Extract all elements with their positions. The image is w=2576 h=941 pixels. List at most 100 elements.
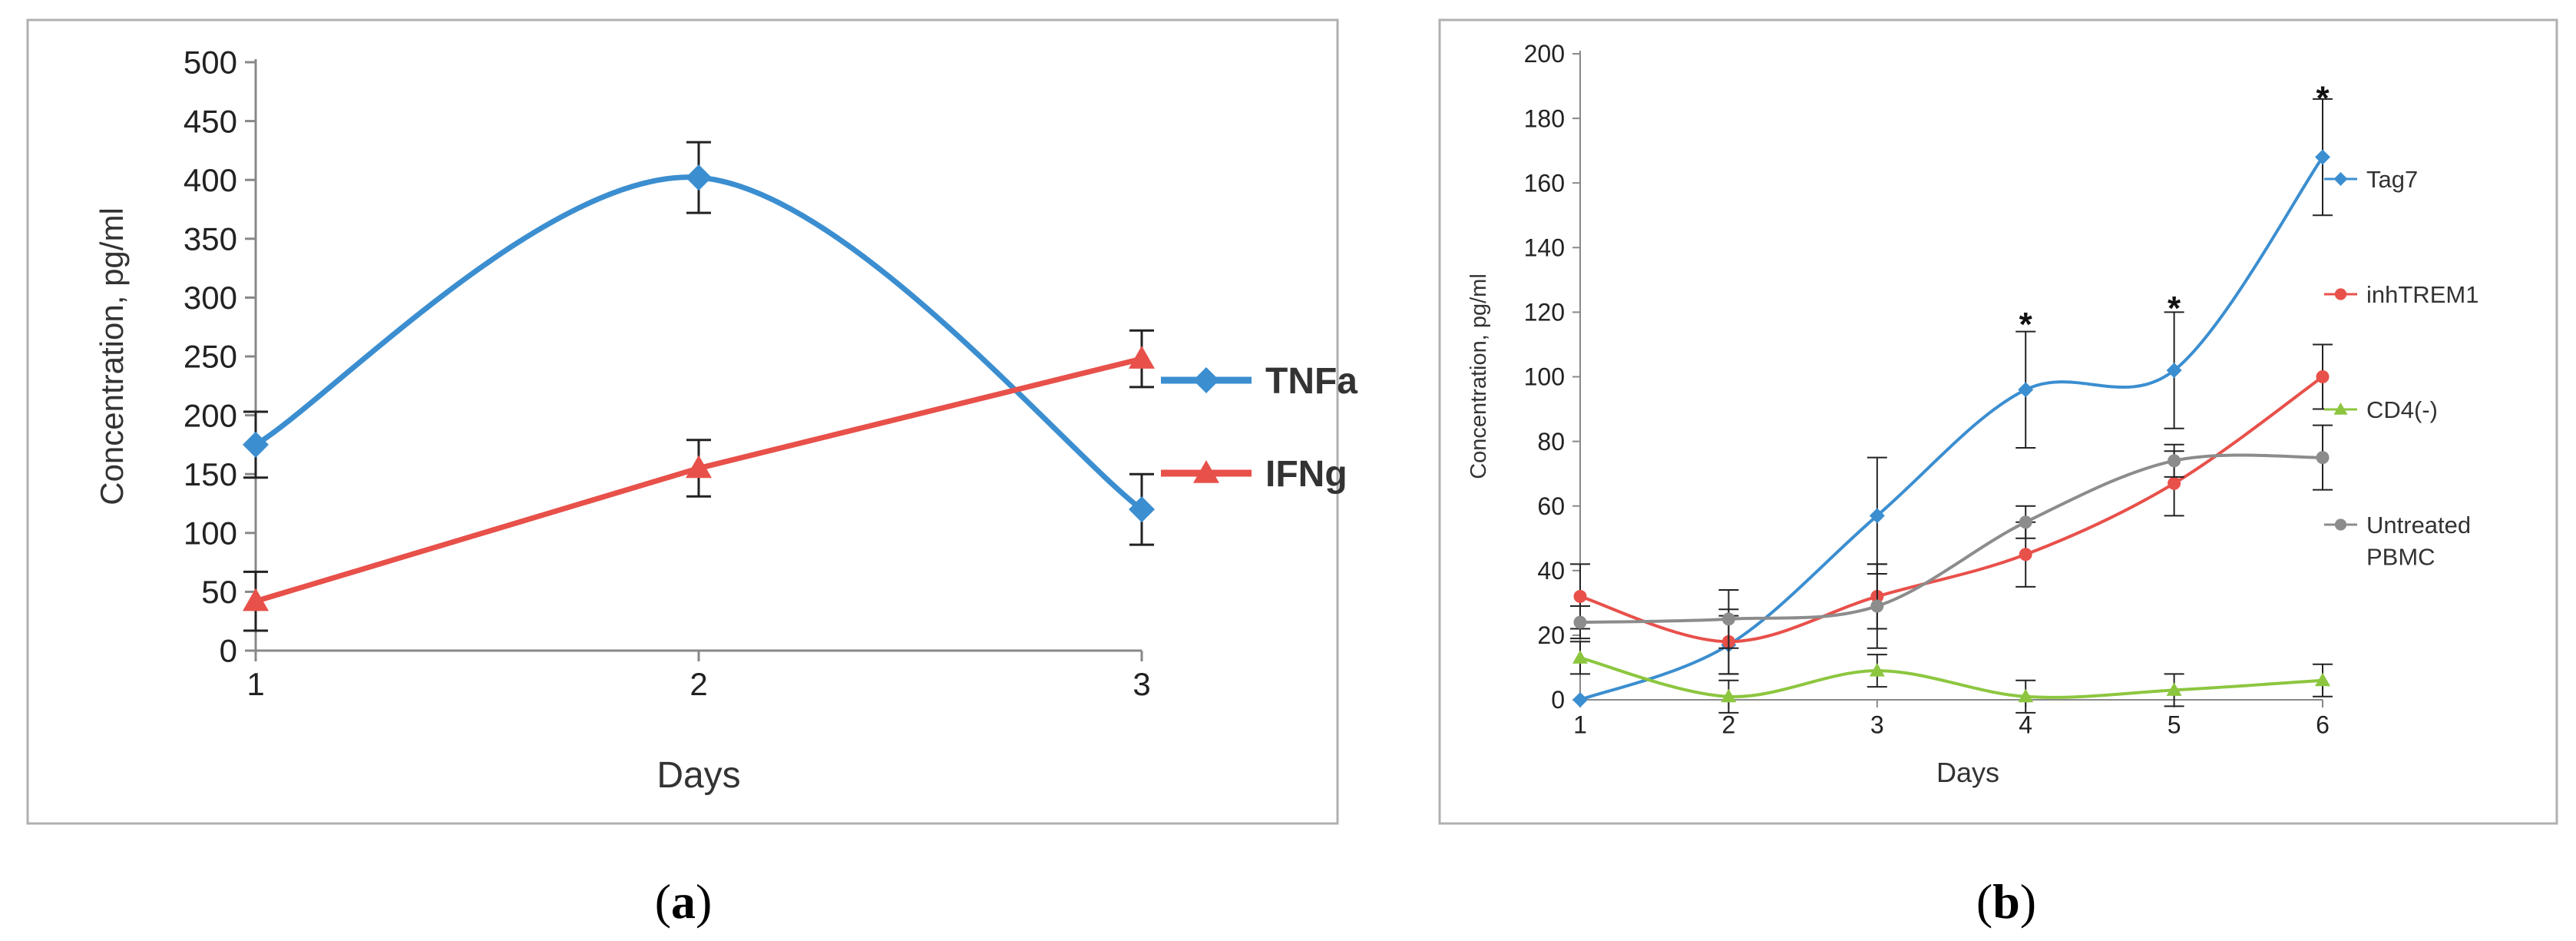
- b-point-tag7: [1869, 508, 1885, 524]
- a-legend-marker: [1193, 460, 1219, 483]
- b-x-tick-label: 6: [2316, 711, 2330, 739]
- a-y-axis-label: Concentration, pg/ml: [94, 207, 130, 505]
- b-point-cd4: [1869, 663, 1885, 677]
- b-y-tick-label: 60: [1537, 492, 1565, 520]
- b-legend-marker: [2333, 403, 2348, 415]
- a-legend-label: IFNg: [1265, 454, 1348, 495]
- b-point-untreated-pbmc: [1870, 599, 1884, 613]
- a-point-tnfa: [1129, 496, 1155, 523]
- b-annotation-asterisk: *: [2019, 306, 2033, 343]
- a-x-tick-label: 2: [689, 666, 707, 702]
- panel-b-frame: [1438, 18, 2558, 825]
- b-point-cd4: [2315, 672, 2330, 687]
- b-y-axis-label: Concentration, pg/ml: [1467, 273, 1491, 479]
- b-x-tick-label: 3: [1870, 711, 1884, 739]
- b-series-cd4: [1570, 641, 2333, 714]
- b-legend-label: PBMC: [2366, 544, 2435, 571]
- a-x-axis-label: Days: [656, 755, 740, 796]
- panel-a-label: (a): [655, 874, 713, 929]
- b-legend-label: inhTREM1: [2366, 281, 2478, 308]
- a-x-tick-label: 1: [246, 666, 264, 702]
- b-legend-untreated-pbmc: Untreated PBMC: [2324, 512, 2471, 571]
- b-point-untreated-pbmc: [1721, 612, 1735, 626]
- b-y-tick-label: 0: [1551, 686, 1565, 714]
- a-legend-tnfa: TNFa: [1161, 361, 1357, 402]
- a-legend-marker: [1193, 367, 1219, 393]
- a-point-ifng: [243, 588, 269, 611]
- b-point-inhtrem1: [2019, 548, 2032, 562]
- a-y-tick-label: 350: [184, 221, 237, 257]
- b-series-untreated-pbmc: [1570, 424, 2333, 649]
- b-point-inhtrem1: [2168, 476, 2181, 490]
- a-y-tick-label: 300: [184, 280, 237, 316]
- b-point-cd4: [2166, 682, 2182, 696]
- b-legend-cd4: CD4(-): [2324, 396, 2438, 423]
- b-y-tick-label: 80: [1537, 428, 1565, 456]
- a-y-tick-label: 250: [184, 339, 237, 375]
- a-y-tick-label: 50: [201, 574, 237, 610]
- b-x-tick-label: 2: [1722, 711, 1736, 739]
- b-y-tick-label: 180: [1524, 104, 1565, 132]
- b-point-tag7: [1572, 692, 1588, 707]
- b-point-inhtrem1: [1573, 589, 1587, 603]
- panel-a-frame: [26, 18, 1339, 825]
- b-line-untreated-pbmc: [1579, 453, 2323, 625]
- panel-b-label: (b): [1976, 874, 2036, 929]
- a-point-tnfa: [686, 164, 712, 191]
- b-legend-label: CD4(-): [2366, 396, 2438, 423]
- a-y-tick-label: 150: [184, 456, 237, 492]
- b-y-tick-label: 120: [1524, 299, 1565, 326]
- b-point-tag7: [2166, 363, 2182, 379]
- a-y-tick-label: 200: [184, 397, 237, 433]
- a-y-tick-label: 400: [184, 162, 237, 198]
- b-point-untreated-pbmc: [1573, 615, 1587, 629]
- b-line-inhtrem1: [1579, 375, 2324, 644]
- b-legend-label: Tag7: [2366, 166, 2418, 193]
- a-point-ifng: [1129, 346, 1155, 369]
- b-point-cd4: [1721, 688, 1737, 703]
- b-point-untreated-pbmc: [2316, 451, 2330, 465]
- b-y-tick-label: 140: [1524, 234, 1565, 262]
- b-x-tick-label: 5: [2168, 711, 2181, 739]
- chart-a: 0 50 100 150 200 250 300 350 400 450 500 1 2 3 Days Con…: [94, 45, 1357, 796]
- b-point-untreated-pbmc: [2019, 515, 2032, 529]
- a-point-ifng: [686, 455, 712, 479]
- b-legend-label: Untreated: [2366, 512, 2471, 538]
- b-point-cd4: [2018, 688, 2034, 703]
- b-line-cd4: [1579, 656, 2323, 699]
- a-legend-ifng: IFNg: [1161, 454, 1348, 495]
- b-legend-marker: [2334, 519, 2347, 531]
- b-point-untreated-pbmc: [2168, 454, 2181, 468]
- a-y-tick-label: 0: [220, 633, 237, 669]
- panel-a-letter: a: [671, 874, 696, 929]
- b-point-tag7: [2018, 382, 2034, 398]
- a-point-tnfa: [243, 431, 269, 458]
- b-point-cd4: [1572, 650, 1588, 664]
- b-x-tick-label: 1: [1573, 711, 1587, 739]
- panel-b-letter: b: [1992, 874, 2020, 929]
- a-y-tick-label: 500: [184, 45, 237, 81]
- b-x-axis-label: Days: [1936, 757, 1999, 788]
- b-annotation-asterisk: *: [2168, 290, 2181, 327]
- b-x-tick-label: 4: [2019, 711, 2032, 739]
- a-series-tnfa: [243, 141, 1155, 546]
- a-x-tick-label: 3: [1133, 666, 1150, 702]
- b-legend-marker: [2333, 172, 2348, 186]
- b-y-tick-label: 200: [1524, 40, 1565, 68]
- b-point-tag7: [2315, 149, 2330, 165]
- b-y-tick-label: 160: [1524, 169, 1565, 197]
- b-point-inhtrem1: [2316, 370, 2330, 383]
- b-legend-tag7: Tag7: [2324, 166, 2418, 193]
- a-legend-label: TNFa: [1265, 361, 1357, 402]
- b-y-tick-label: 100: [1524, 363, 1565, 391]
- b-legend-inhtrem1: inhTREM1: [2324, 281, 2478, 308]
- chart-b: 0 20 40 60 80 100 120 140 160 180 200 1 2 3 4 5 6 Days Con…: [1467, 40, 2478, 788]
- b-y-tick-label: 20: [1537, 621, 1565, 649]
- b-annotation-asterisk: *: [2316, 79, 2330, 117]
- a-y-tick-label: 450: [184, 103, 237, 139]
- b-legend-marker: [2334, 288, 2347, 300]
- a-y-tick-label: 100: [184, 515, 237, 552]
- b-y-tick-label: 40: [1537, 557, 1565, 585]
- a-series-ifng: [243, 329, 1155, 632]
